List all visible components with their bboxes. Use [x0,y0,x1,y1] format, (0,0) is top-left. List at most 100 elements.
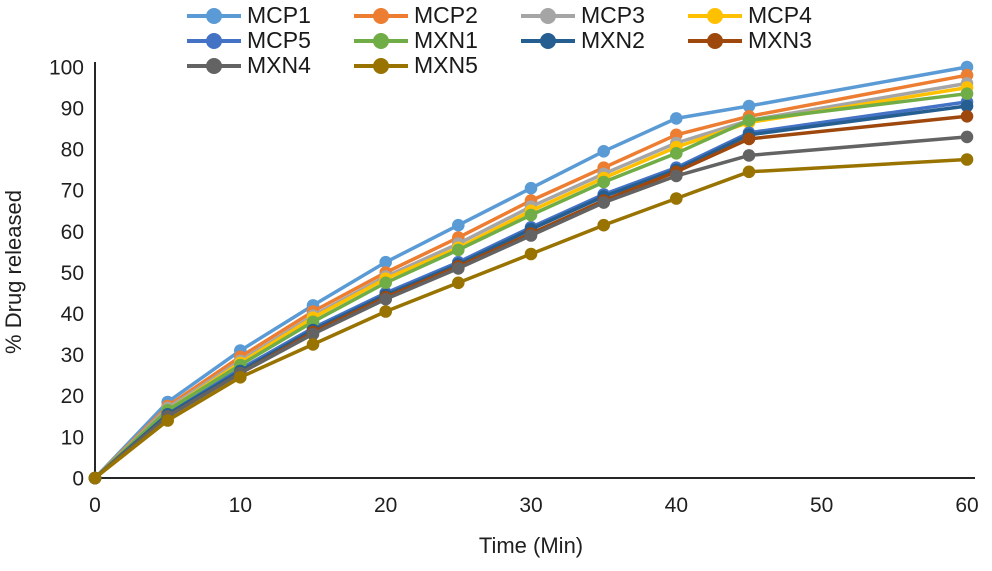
legend-marker-icon [521,7,575,24]
y-tick-label: 80 [61,139,84,162]
data-point [742,114,756,127]
x-tick-label: 30 [519,494,542,517]
legend-item-mxn4: MXN4 [186,54,353,77]
legend-dot [540,32,556,49]
legend-dot [373,32,389,49]
series-line-mcp5 [93,100,969,480]
legend-label: MCP3 [581,2,645,28]
legend-dot [540,7,556,24]
data-point [742,149,756,162]
legend-dot [206,32,222,49]
data-point [379,305,393,318]
legend-label: MXN5 [414,52,478,78]
legend-label: MCP2 [414,2,478,28]
data-point [742,132,756,146]
y-tick-label: 0 [72,467,84,490]
legend-marker-icon [354,7,408,24]
legend-label: MXN4 [247,52,311,78]
x-axis-title: Time (Min) [479,533,583,558]
legend-item-mcp2: MCP2 [353,4,520,27]
x-tick-label: 10 [229,494,252,517]
legend-marker-icon [187,32,241,49]
data-point [524,181,538,195]
legend-marker-icon [187,57,241,74]
legend-label: MCP1 [247,2,311,28]
data-point [960,87,974,100]
legend-label: MXN1 [414,27,478,53]
legend-label: MCP4 [748,2,812,28]
legend-label: MCP5 [247,27,311,53]
legend-label: MXN3 [748,27,812,53]
chart-legend: MCP1 MCP2 MCP3 MCP4 MCP5 MXN1 MXN2 MXN3 MXN4 MXN5 [186,3,854,78]
data-point [234,371,247,384]
series-line-mcp2 [93,73,969,480]
y-axis-title: % Drug released [1,190,26,354]
data-point [597,175,610,189]
legend-item-mxn3: MXN3 [687,29,854,52]
y-tick-label: 40 [61,303,84,326]
data-point [524,247,538,261]
legend-marker-icon [354,32,408,49]
data-point [670,112,683,125]
x-tick-label: 60 [955,494,978,517]
y-tick-label: 90 [61,97,84,120]
data-point [452,262,465,275]
legend-item-mxn2: MXN2 [520,29,687,52]
legend-dot [373,57,389,74]
y-tick-label: 10 [61,426,84,449]
legend-item-mcp1: MCP1 [186,4,353,27]
legend-item-mxn1: MXN1 [353,29,520,52]
y-tick-label: 30 [61,344,84,367]
series-layer [88,60,974,485]
legend-item-mcp5: MCP5 [186,29,353,52]
x-tick-label: 0 [89,494,101,517]
series-line-mcp4 [93,85,969,480]
y-tick-label: 60 [61,221,84,244]
y-tick-label: 70 [61,180,84,203]
data-point [597,196,610,209]
data-point [742,99,756,113]
data-point [960,99,974,113]
x-tick-label: 20 [374,494,397,517]
series-line-mxn3 [93,114,969,480]
legend-dot [206,57,222,74]
data-point [597,145,610,158]
legend-item-mcp4: MCP4 [687,4,854,27]
legend-dot [707,32,723,49]
legend-marker-icon [187,7,241,24]
data-point [379,276,393,290]
data-point [379,255,393,269]
legend-marker-icon [688,32,742,49]
axes [94,62,975,479]
legend-marker-icon [521,32,575,49]
legend-dot [707,7,723,24]
legend-marker-icon [354,57,408,74]
series-line-mcp3 [93,81,969,480]
series-line-mxn2 [93,104,969,480]
axis-ticks: 0 10 20 30 40 50 60 70 80 90 100 0 10 20 30 40 50 60 [49,56,979,517]
x-tick-label: 50 [810,494,833,517]
legend-dot [206,7,222,24]
data-point [88,471,102,485]
y-tick-label: 20 [61,385,84,408]
data-point [670,169,683,183]
data-point [960,110,974,123]
data-point [524,229,538,242]
axis-lines [94,62,975,479]
data-point [379,292,393,306]
data-point [960,130,974,144]
data-point [742,165,756,179]
data-point [597,218,610,232]
data-point [306,338,320,351]
series-line-mxn1 [93,91,969,480]
data-point [670,147,683,160]
y-tick-label: 100 [49,56,84,79]
y-tick-label: 50 [61,262,84,285]
data-point [452,276,465,290]
data-point [452,218,465,232]
x-tick-label: 40 [665,494,688,517]
legend-label: MXN2 [581,27,645,53]
legend-marker-icon [688,7,742,24]
